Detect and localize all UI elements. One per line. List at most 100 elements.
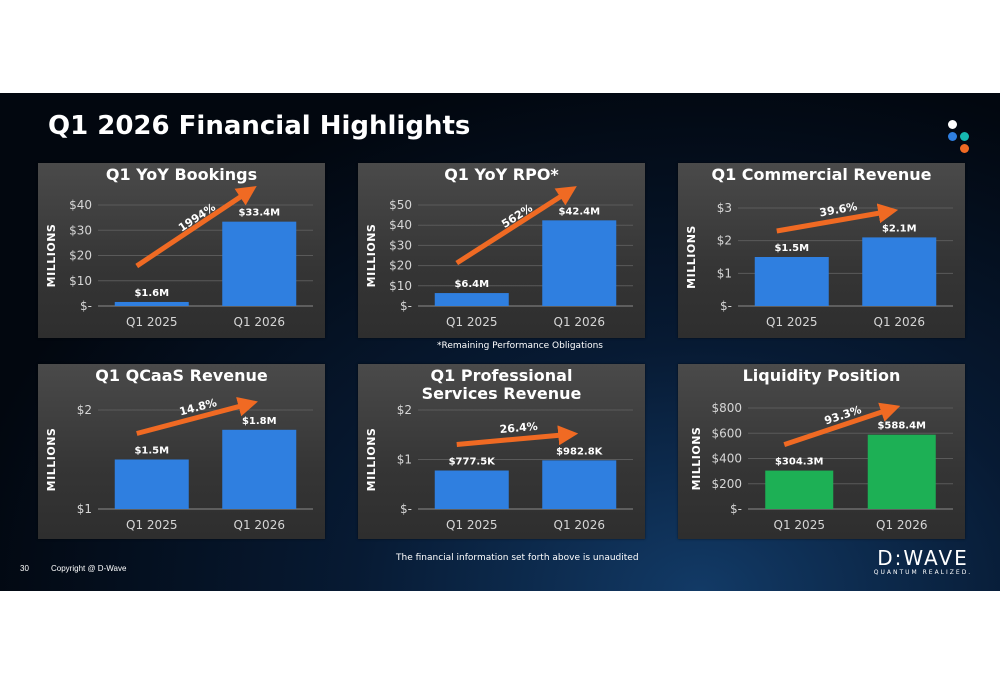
x-tick-label: Q1 2026	[234, 315, 285, 329]
x-tick-label: Q1 2026	[554, 518, 605, 532]
x-tick-label: Q1 2025	[766, 315, 817, 329]
y-axis-label: MILLIONS	[365, 428, 378, 492]
y-axis-label: MILLIONS	[365, 224, 378, 288]
bar-q1-2026	[222, 429, 297, 509]
y-tick-label: $600	[711, 426, 742, 440]
x-tick-label: Q1 2025	[126, 315, 177, 329]
chart-panel-professional-services-revenue: Q1 Professional Services Revenue $- $1 $2 M…	[358, 364, 645, 539]
data-label: $1.5M	[134, 446, 169, 457]
chart-panel-liquidity-position: Liquidity Position $- $200 $400 $600 $800 MIL…	[678, 364, 965, 539]
growth-arrow	[783, 402, 901, 447]
bar-q1-2025	[434, 293, 509, 306]
bar-q1-2026	[862, 237, 937, 306]
slide: Q1 2026 Financial Highlights Q1 YoY Book…	[0, 93, 1000, 591]
chart-title: Liquidity Position	[742, 366, 901, 385]
data-label: $2.1M	[882, 223, 917, 234]
x-tick-label: Q1 2026	[874, 315, 925, 329]
y-tick-label: $2	[397, 403, 412, 417]
y-tick-label: $2	[717, 234, 732, 248]
y-tick-label: $-	[720, 299, 732, 313]
data-label: $777.5K	[449, 457, 497, 468]
growth-label: 39.6%	[818, 200, 858, 219]
x-tick-label: Q1 2026	[554, 315, 605, 329]
x-tick-label: Q1 2025	[126, 518, 177, 532]
rpo-chart: $- $10 $20 $30 $40 $50 MILLIONS $6.4M Q1 2025 $42…	[365, 186, 633, 329]
y-tick-label: $-	[730, 502, 742, 516]
y-tick-label: $50	[389, 198, 412, 212]
chart-panel-bookings: Q1 YoY Bookings $- $10 $20 $30 $40 MILLIONS $1…	[38, 163, 325, 338]
data-label: $1.8M	[242, 416, 277, 427]
bar-q1-2026	[867, 434, 936, 509]
y-tick-label: $10	[389, 279, 412, 293]
y-axis-label: MILLIONS	[690, 427, 703, 491]
y-tick-label: $30	[69, 223, 92, 237]
y-tick-label: $1	[77, 502, 92, 516]
unaudited-note: The financial information set forth abov…	[396, 553, 639, 563]
data-label: $304.3M	[775, 457, 824, 468]
y-tick-label: $1	[397, 453, 412, 467]
y-tick-label: $40	[69, 198, 92, 212]
y-tick-label: $200	[711, 477, 742, 491]
liquidity-position-chart: $- $200 $400 $600 $800 MILLIONS $304.3M Q1 2025…	[690, 401, 953, 532]
chart-title: Q1 QCaaS Revenue	[95, 366, 268, 385]
x-tick-label: Q1 2026	[234, 518, 285, 532]
bar-q1-2025	[765, 470, 834, 509]
chart-title: Q1 YoY RPO*	[444, 165, 559, 184]
y-tick-label: $20	[69, 249, 92, 263]
bar-q1-2025	[754, 257, 829, 306]
x-tick-label: Q1 2025	[446, 315, 497, 329]
y-tick-label: $-	[400, 502, 412, 516]
y-tick-label: $40	[389, 218, 412, 232]
y-axis-label: MILLIONS	[45, 428, 58, 492]
y-tick-label: $800	[711, 401, 742, 415]
chart-title: Q1 Commercial Revenue	[711, 165, 932, 184]
bar-q1-2026	[542, 220, 617, 306]
y-tick-label: $30	[389, 238, 412, 252]
commercial-revenue-chart: $- $1 $2 $3 MILLIONS $1.5M Q1 2025 $2.1M Q1 2026…	[685, 200, 953, 329]
dwave-logo: D:WAVE QUANTUM REALIZED.	[873, 547, 973, 576]
data-label: $982.8K	[556, 446, 604, 457]
growth-arrow	[776, 203, 899, 234]
page-number: 30	[20, 564, 29, 573]
y-tick-label: $-	[80, 299, 92, 313]
chart-panel-qcaas-revenue: Q1 QCaaS Revenue $1 $2 MILLIONS $1.5M Q1 202…	[38, 364, 325, 539]
y-tick-label: $3	[717, 201, 732, 215]
x-tick-label: Q1 2025	[774, 518, 825, 532]
bar-q1-2026	[222, 221, 297, 306]
brand-dot-blue	[948, 132, 957, 141]
y-tick-label: $10	[69, 274, 92, 288]
chart-panel-rpo: Q1 YoY RPO* $- $10 $20 $30 $40 $50 MILLIONS $6.…	[358, 163, 645, 338]
professional-services-revenue-chart: $- $1 $2 MILLIONS $777.5K Q1 2025 $982.8K Q1 20…	[365, 403, 633, 532]
y-tick-label: $400	[711, 452, 742, 466]
y-tick-label: $20	[389, 259, 412, 273]
bar-q1-2025	[114, 459, 189, 509]
data-label: $42.4M	[558, 206, 600, 217]
logo-tagline: QUANTUM REALIZED.	[873, 569, 973, 576]
data-label: $33.4M	[238, 208, 280, 219]
growth-arrow	[135, 186, 257, 269]
data-label: $1.5M	[774, 243, 809, 254]
rpo-footnote: *Remaining Performance Obligations	[437, 341, 603, 351]
growth-label: 26.4%	[499, 420, 538, 436]
copyright: Copyright @ D-Wave	[51, 564, 127, 573]
bookings-chart: $- $10 $20 $30 $40 MILLIONS $1.6M Q1 2025 $33.4M…	[45, 186, 313, 329]
y-tick-label: $-	[400, 299, 412, 313]
data-label: $6.4M	[454, 279, 489, 290]
x-tick-label: Q1 2025	[446, 518, 497, 532]
y-axis-label: MILLIONS	[45, 224, 58, 288]
chart-panel-commercial-revenue: Q1 Commercial Revenue $- $1 $2 $3 MILLIONS $1…	[678, 163, 965, 338]
brand-dot-orange	[960, 144, 969, 153]
growth-arrow	[456, 425, 579, 448]
chart-title: Q1 Professional Services Revenue	[421, 366, 582, 403]
bar-q1-2026	[542, 460, 617, 509]
logo-wordmark: D:WAVE	[877, 546, 969, 570]
chart-title: Q1 YoY Bookings	[105, 165, 258, 184]
y-axis-label: MILLIONS	[685, 225, 698, 289]
bar-q1-2025	[114, 301, 189, 306]
growth-arrow	[455, 186, 577, 266]
data-label: $588.4M	[877, 421, 926, 432]
y-tick-label: $2	[77, 403, 92, 417]
y-tick-label: $1	[717, 266, 732, 280]
bar-q1-2025	[434, 470, 509, 509]
